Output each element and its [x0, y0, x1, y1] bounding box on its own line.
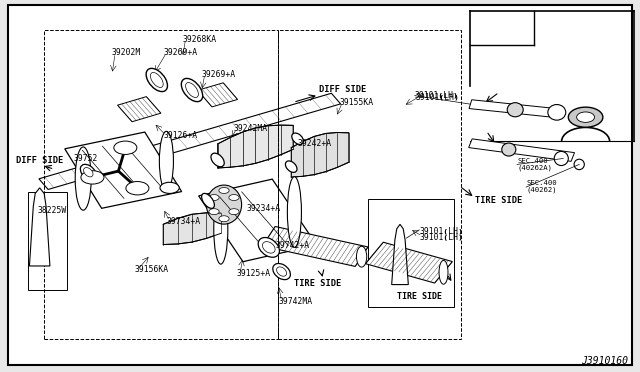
Ellipse shape	[211, 153, 224, 167]
Text: 39742MA: 39742MA	[278, 297, 312, 306]
Ellipse shape	[292, 133, 303, 144]
Ellipse shape	[356, 246, 367, 267]
Ellipse shape	[159, 131, 173, 191]
Bar	[278, 30, 461, 339]
Text: 39125+A: 39125+A	[237, 269, 271, 278]
Ellipse shape	[508, 103, 524, 117]
Polygon shape	[468, 139, 575, 161]
Circle shape	[229, 209, 239, 215]
Text: 39752: 39752	[74, 154, 98, 163]
Ellipse shape	[258, 237, 280, 257]
Circle shape	[114, 141, 137, 154]
Ellipse shape	[502, 143, 516, 156]
Polygon shape	[39, 93, 340, 189]
Ellipse shape	[439, 260, 448, 284]
Text: SEC.400
(40262): SEC.400 (40262)	[526, 180, 557, 193]
Ellipse shape	[84, 167, 93, 177]
Ellipse shape	[76, 147, 92, 210]
Text: DIFF SIDE: DIFF SIDE	[319, 85, 366, 94]
Circle shape	[160, 182, 179, 193]
Text: 39268KA: 39268KA	[182, 35, 216, 44]
Circle shape	[81, 171, 104, 184]
Ellipse shape	[206, 185, 242, 224]
Polygon shape	[365, 242, 452, 283]
Circle shape	[209, 209, 219, 215]
Ellipse shape	[146, 68, 168, 92]
Text: 39101❪LH❫: 39101❪LH❫	[419, 226, 463, 235]
Text: TIRE SIDE: TIRE SIDE	[475, 196, 522, 205]
Circle shape	[219, 187, 229, 193]
Circle shape	[577, 112, 595, 122]
Text: J3910160: J3910160	[582, 356, 628, 366]
Polygon shape	[469, 100, 561, 118]
Circle shape	[568, 107, 603, 127]
Ellipse shape	[276, 267, 287, 276]
Bar	[368, 199, 454, 307]
Polygon shape	[392, 224, 408, 285]
Ellipse shape	[262, 242, 275, 253]
Text: 39269+A: 39269+A	[163, 48, 197, 57]
Text: TIRE SIDE: TIRE SIDE	[294, 279, 342, 288]
Circle shape	[126, 182, 149, 195]
Ellipse shape	[273, 263, 291, 280]
Text: 39101❪LH❫: 39101❪LH❫	[416, 92, 460, 101]
Polygon shape	[291, 132, 349, 177]
Text: 39101❪LH❫: 39101❪LH❫	[419, 232, 463, 241]
Ellipse shape	[214, 193, 228, 264]
Text: TIRE SIDE: TIRE SIDE	[397, 292, 442, 301]
Bar	[28, 192, 67, 290]
Ellipse shape	[574, 159, 584, 170]
Text: 39242MA: 39242MA	[234, 124, 268, 133]
Ellipse shape	[554, 151, 568, 166]
Text: 39742+A: 39742+A	[275, 241, 309, 250]
Ellipse shape	[150, 73, 163, 87]
Ellipse shape	[186, 83, 198, 97]
Text: 39126+A: 39126+A	[163, 131, 197, 140]
Polygon shape	[198, 179, 317, 262]
Text: 39155KA: 39155KA	[339, 98, 373, 107]
Circle shape	[219, 216, 229, 222]
Text: 39101❪LH❫: 39101❪LH❫	[415, 90, 459, 99]
Text: SEC.400
(40262A): SEC.400 (40262A)	[517, 158, 552, 171]
Text: DIFF SIDE: DIFF SIDE	[16, 156, 63, 165]
Polygon shape	[29, 188, 50, 266]
Bar	[44, 30, 278, 339]
Circle shape	[229, 195, 239, 201]
Text: 39234+A: 39234+A	[246, 204, 280, 213]
Ellipse shape	[285, 161, 297, 172]
Ellipse shape	[202, 193, 214, 208]
Polygon shape	[198, 83, 237, 107]
Ellipse shape	[548, 105, 566, 120]
Text: 39734+A: 39734+A	[166, 217, 200, 226]
Ellipse shape	[81, 164, 96, 180]
Circle shape	[209, 195, 219, 201]
Text: 39156KA: 39156KA	[134, 265, 168, 274]
Ellipse shape	[181, 78, 203, 102]
Text: 39269+A: 39269+A	[202, 70, 236, 79]
Text: 39202M: 39202M	[112, 48, 141, 57]
Polygon shape	[65, 132, 182, 208]
Polygon shape	[262, 227, 368, 266]
Polygon shape	[163, 213, 221, 244]
Text: 38225W: 38225W	[37, 206, 67, 215]
Polygon shape	[218, 125, 293, 168]
Polygon shape	[118, 97, 161, 122]
Text: 39242+A: 39242+A	[298, 139, 332, 148]
Ellipse shape	[287, 177, 301, 247]
